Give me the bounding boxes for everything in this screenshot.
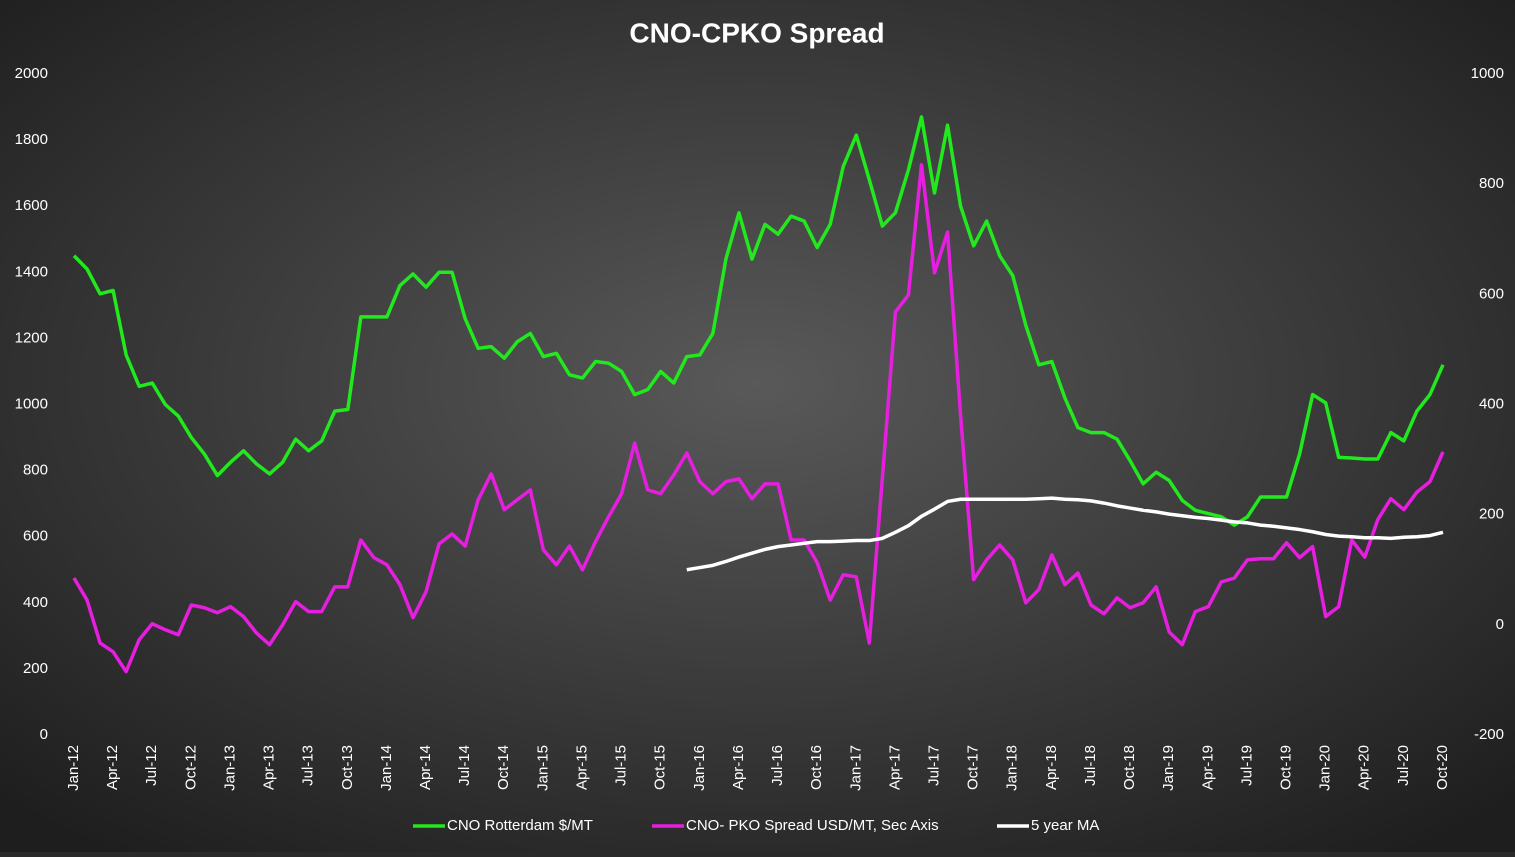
y2-tick-label: 600 [1479, 285, 1504, 302]
y2-tick-label: 1000 [1471, 65, 1504, 82]
x-tick-label: Jul-15 [613, 745, 630, 786]
x-tick-label: Apr-18 [1043, 745, 1060, 790]
x-tick-label: Oct-14 [495, 745, 512, 790]
y-tick-label: 200 [23, 660, 48, 677]
y2-tick-label: 800 [1479, 175, 1504, 192]
x-tick-label: Apr-20 [1356, 745, 1373, 790]
x-tick-label: Jul-13 [300, 745, 317, 786]
y-tick-label: 2000 [15, 65, 48, 82]
chart-title: CNO-CPKO Spread [629, 17, 884, 48]
x-tick-label: Jan-18 [1004, 745, 1021, 791]
x-tick-label: Oct-12 [182, 745, 199, 790]
series-line [72, 115, 1445, 527]
series-line [686, 496, 1444, 572]
y-tick-label: 1600 [15, 197, 48, 214]
x-tick-label: Jan-20 [1317, 745, 1334, 791]
x-tick-label: Apr-14 [417, 745, 434, 790]
y2-tick-label: 200 [1479, 506, 1504, 523]
y-tick-label: 1000 [15, 395, 48, 412]
y-tick-label: 0 [40, 726, 48, 743]
x-tick-label: Jul-16 [769, 745, 786, 786]
x-tick-label: Oct-16 [808, 745, 825, 790]
x-tick-label: Apr-16 [730, 745, 747, 790]
x-tick-label: Oct-19 [1278, 745, 1295, 790]
x-tick-label: Jul-20 [1395, 745, 1412, 786]
x-tick-label: Jan-14 [378, 745, 395, 791]
y2-tick-label: 400 [1479, 395, 1504, 412]
x-tick-label: Oct-17 [965, 745, 982, 790]
y-tick-label: 1200 [15, 329, 48, 346]
x-tick-label: Apr-12 [104, 745, 121, 790]
y2-tick-label: 0 [1496, 616, 1504, 633]
x-tick-label: Jan-17 [847, 745, 864, 791]
x-tick-label: Jul-18 [1082, 745, 1099, 786]
x-tick-label: Jul-19 [1238, 745, 1255, 786]
y-tick-label: 1800 [15, 131, 48, 148]
x-tick-label: Jan-12 [65, 745, 82, 791]
x-tick-label: Oct-13 [339, 745, 356, 790]
y-tick-label: 800 [23, 462, 48, 479]
x-tick-label: Apr-15 [573, 745, 590, 790]
x-tick-label: Jul-17 [925, 745, 942, 786]
x-tick-label: Oct-20 [1434, 745, 1451, 790]
legend-label: CNO Rotterdam $/MT [447, 817, 593, 834]
x-tick-label: Jan-15 [534, 745, 551, 791]
x-tick-label: Apr-17 [886, 745, 903, 790]
y-tick-label: 400 [23, 594, 48, 611]
x-tick-label: Oct-18 [1121, 745, 1138, 790]
x-tick-label: Jan-13 [221, 745, 238, 791]
x-tick-label: Jan-16 [691, 745, 708, 791]
y2-tick-label: -200 [1474, 726, 1504, 743]
x-tick-label: Jan-19 [1160, 745, 1177, 791]
legend-label: 5 year MA [1031, 817, 1099, 834]
x-tick-label: Oct-15 [652, 745, 669, 790]
x-tick-label: Jul-14 [456, 745, 473, 786]
y-tick-label: 1400 [15, 263, 48, 280]
series-line [72, 163, 1445, 674]
x-tick-label: Apr-19 [1199, 745, 1216, 790]
legend-label: CNO- PKO Spread USD/MT, Sec Axis [686, 817, 939, 834]
y-tick-label: 600 [23, 528, 48, 545]
x-tick-label: Jul-12 [143, 745, 160, 786]
x-tick-label: Apr-13 [261, 745, 278, 790]
